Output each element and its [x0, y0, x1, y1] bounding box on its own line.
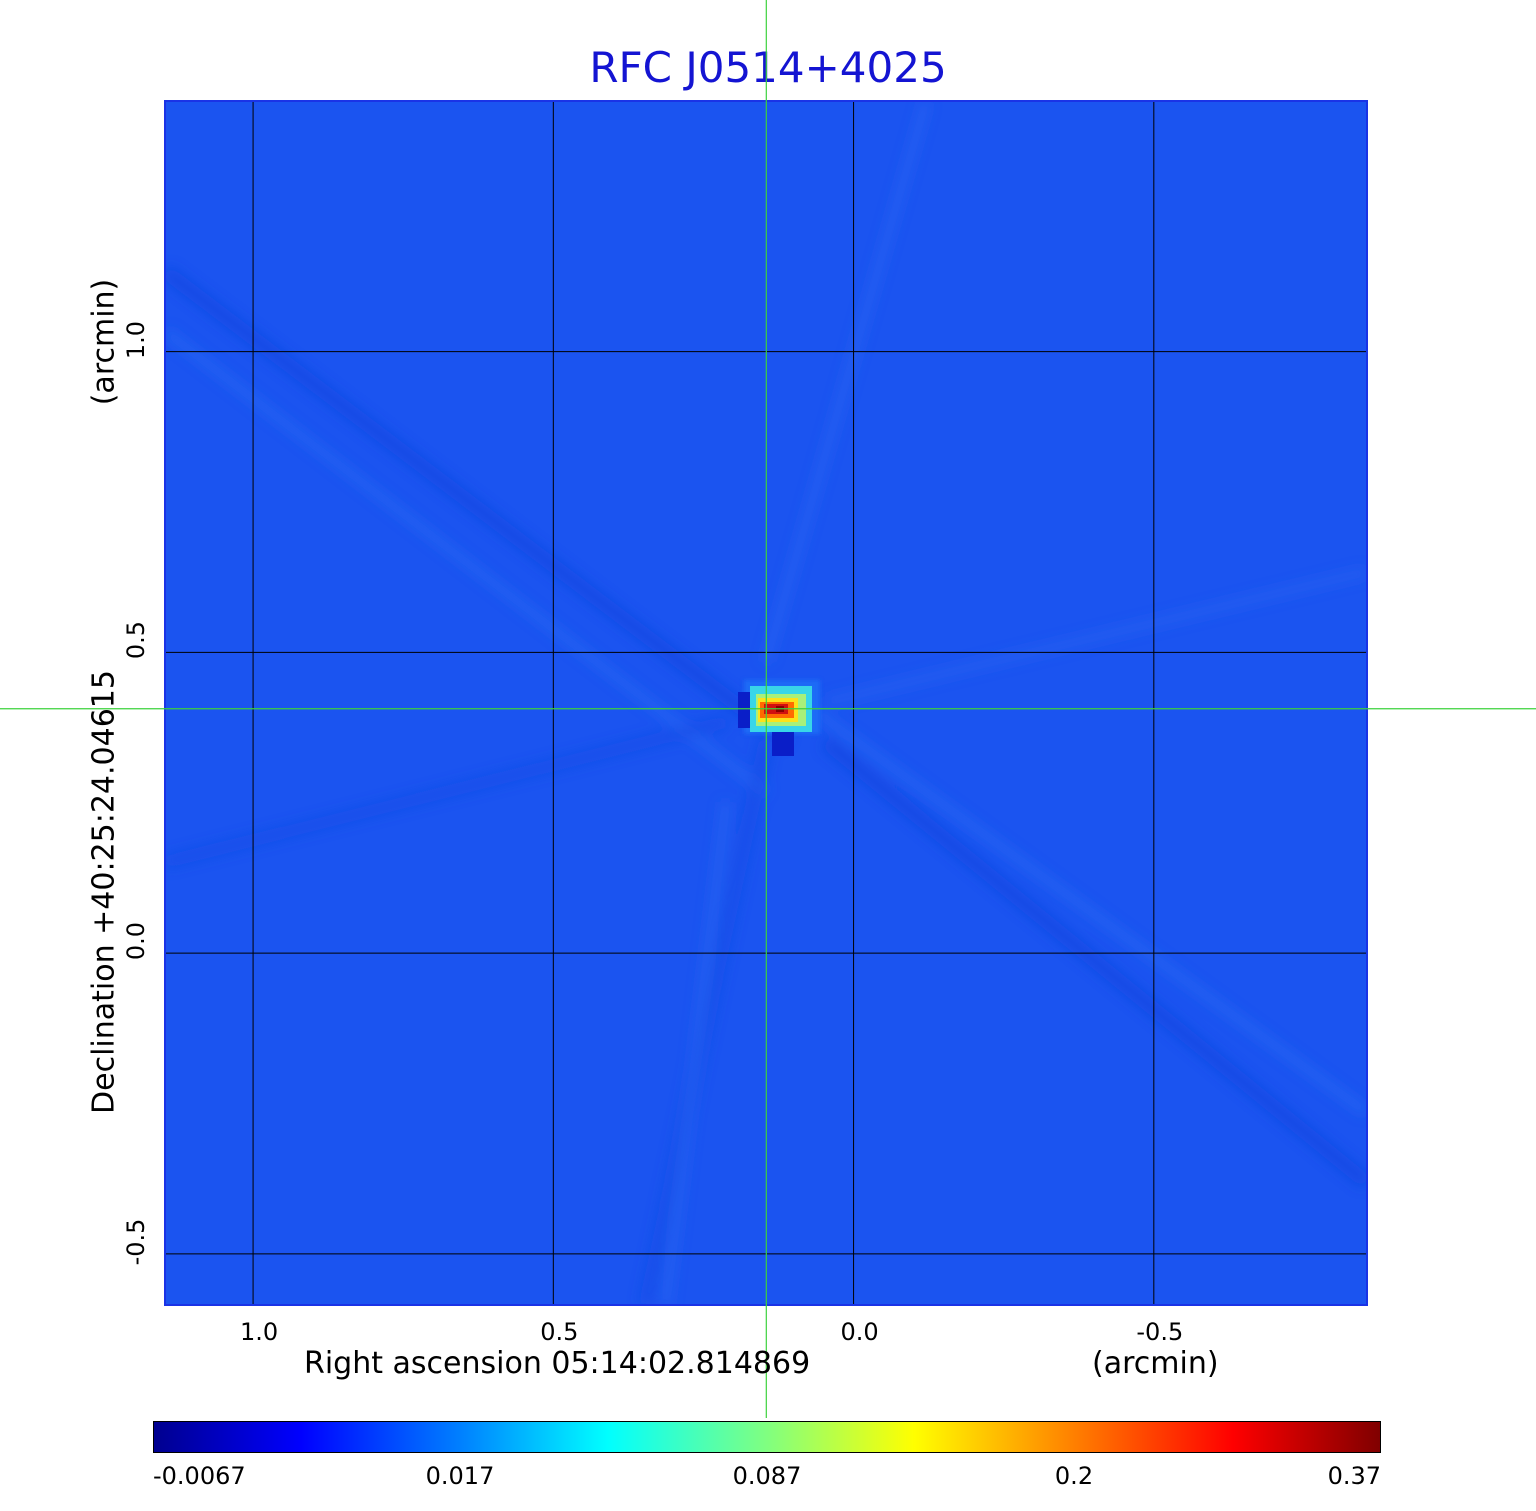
source-neg-s [772, 732, 794, 756]
colorbar-tick-label: 0.2 [1054, 1462, 1094, 1490]
y-tick-label: 0.5 [122, 621, 150, 660]
y-axis-unit: (arcmin) [86, 278, 122, 406]
chart-title: RFC J0514+4025 [589, 43, 947, 92]
colorbar-tick-label: -0.0067 [153, 1462, 246, 1490]
colorbar-tick-label: 0.087 [732, 1462, 802, 1490]
y-axis-label: Declination +40:25:24.04615 [86, 670, 122, 1114]
streak-w [166, 716, 728, 868]
x-tick-label: 0.0 [840, 1318, 879, 1346]
x-tick-label: -0.5 [1136, 1318, 1184, 1346]
x-tick-label: 1.0 [239, 1318, 279, 1346]
streak-n [761, 102, 931, 664]
sidelobe-streaks [166, 102, 1366, 1304]
streak-dark-se [821, 736, 1366, 1188]
y-tick-label: 1.0 [122, 320, 150, 359]
x-axis-unit: (arcmin) [1092, 1346, 1219, 1381]
streak-e [824, 567, 1366, 707]
source-neg-w [738, 692, 750, 728]
streak-s2 [661, 801, 731, 1304]
source-core [738, 680, 820, 756]
colorbar [153, 1421, 1381, 1453]
streak-s [639, 740, 773, 1304]
y-tick-label: 0.0 [122, 922, 150, 961]
streak-dark-nw [166, 266, 791, 748]
x-tick-label: 0.5 [540, 1318, 579, 1346]
colorbar-tick-label: 0.37 [1327, 1462, 1381, 1490]
radio-image [166, 102, 1366, 1304]
y-tick-label: -0.5 [122, 1218, 150, 1266]
image-plot-area [164, 100, 1368, 1306]
colorbar-tick-label: 0.017 [425, 1462, 495, 1490]
x-axis-label: Right ascension 05:14:02.814869 [304, 1346, 811, 1381]
streak-light-se [813, 707, 1366, 1117]
streak-light-nw [166, 328, 770, 796]
source-peak-core [776, 706, 784, 712]
